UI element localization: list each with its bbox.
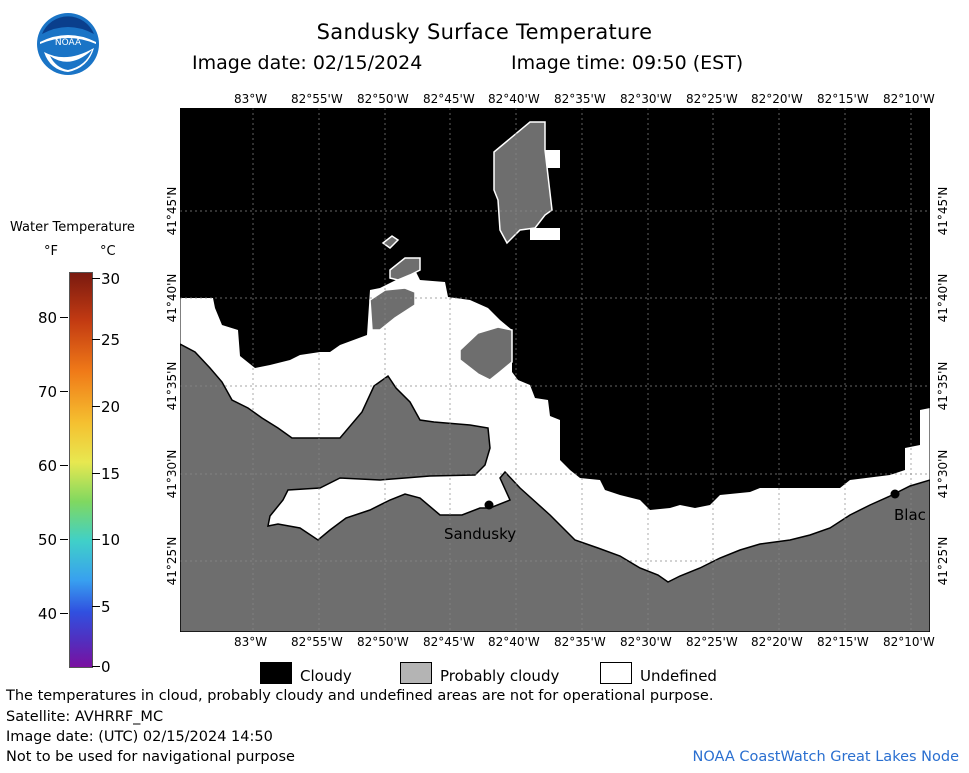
image-time: Image time: 09:50 (EST)	[511, 52, 744, 74]
probably-cloudy-patch	[493, 121, 553, 245]
c-tick: 30	[101, 270, 121, 288]
lon-label-bottom: 82°55'W	[291, 635, 343, 649]
c-tick: 15	[101, 465, 121, 483]
lat-label-left: 41°30'N	[165, 449, 179, 499]
colorbar-unit-c: °C	[100, 244, 116, 259]
footer-utc-date: Image date: (UTC) 02/15/2024 14:50	[6, 729, 273, 745]
c-tick: 25	[101, 331, 121, 349]
probably-cloudy-patch	[459, 326, 513, 381]
colorbar	[69, 272, 93, 668]
f-tick: 80	[38, 309, 58, 327]
footer-nav-warning: Not to be used for navigational purpose	[6, 749, 295, 765]
footer-disclaimer: The temperatures in cloud, probably clou…	[6, 688, 714, 704]
map-panel[interactable]: Sandusky Blac	[180, 108, 930, 632]
footer-satellite: Satellite: AVHRRF_MC	[6, 709, 164, 725]
lon-label-bottom: 82°50'W	[357, 635, 409, 649]
lon-label-bottom: 82°45'W	[423, 635, 475, 649]
lon-label-bottom: 83°W	[234, 635, 268, 649]
lon-label-top: 82°30'W	[620, 92, 672, 106]
colorbar-unit-f: °F	[44, 244, 58, 259]
image-date: Image date: 02/15/2024	[192, 52, 423, 74]
f-tick: 60	[38, 457, 58, 475]
lon-label-top: 82°25'W	[686, 92, 738, 106]
lon-label-top: 82°35'W	[554, 92, 606, 106]
probably-cloudy-patch	[389, 257, 421, 281]
land-area	[180, 343, 930, 632]
c-tick: 20	[101, 398, 121, 416]
lon-label-bottom: 82°35'W	[554, 635, 606, 649]
probably-cloudy-patch	[381, 235, 400, 249]
cloudy-area	[180, 108, 930, 510]
lat-label-right: 41°35'N	[936, 361, 950, 411]
f-tick: 50	[38, 531, 58, 549]
probably-cloudy-patch	[369, 287, 416, 331]
lat-label-left: 41°35'N	[165, 361, 179, 411]
lon-label-top: 83°W	[234, 92, 268, 106]
legend-label-undefined: Undefined	[640, 667, 717, 685]
legend-label-probably-cloudy: Probably cloudy	[440, 667, 560, 685]
f-tick: 40	[38, 605, 58, 623]
lat-label-left: 41°25'N	[165, 536, 179, 586]
lon-label-top: 82°20'W	[751, 92, 803, 106]
city-marker	[890, 489, 900, 499]
lat-label-right: 41°40'N	[936, 273, 950, 323]
c-tick: 10	[101, 531, 121, 549]
map-title: Sandusky Surface Temperature	[316, 20, 653, 44]
noaa-logo: NOAA	[36, 12, 100, 76]
lat-label-right: 41°30'N	[936, 449, 950, 499]
lat-label-right: 41°25'N	[936, 536, 950, 586]
lon-label-bottom: 82°25'W	[686, 635, 738, 649]
lon-label-top: 82°50'W	[357, 92, 409, 106]
logo-text: NOAA	[55, 38, 82, 48]
lon-label-top: 82°15'W	[817, 92, 869, 106]
lon-label-bottom: 82°10'W	[883, 635, 935, 649]
city-label-blac: Blac	[894, 506, 926, 524]
lat-label-right: 41°45'N	[936, 186, 950, 236]
legend-swatch-undefined	[600, 662, 632, 684]
legend-label-cloudy: Cloudy	[300, 667, 352, 685]
city-label-sandusky: Sandusky	[444, 525, 517, 543]
lon-label-bottom: 82°30'W	[620, 635, 672, 649]
lon-label-bottom: 82°15'W	[817, 635, 869, 649]
city-marker	[484, 500, 494, 510]
lon-label-bottom: 82°40'W	[488, 635, 540, 649]
lon-label-bottom: 82°20'W	[751, 635, 803, 649]
lon-label-top: 82°55'W	[291, 92, 343, 106]
lon-label-top: 82°10'W	[883, 92, 935, 106]
lon-label-top: 82°40'W	[488, 92, 540, 106]
lon-label-top: 82°45'W	[423, 92, 475, 106]
lat-label-left: 41°45'N	[165, 186, 179, 236]
lat-label-left: 41°40'N	[165, 273, 179, 323]
legend-swatch-cloudy	[260, 662, 292, 684]
f-tick: 70	[38, 383, 58, 401]
c-tick: 0	[101, 658, 111, 676]
footer-credit: NOAA CoastWatch Great Lakes Node	[692, 749, 959, 765]
legend-swatch-probably-cloudy	[400, 662, 432, 684]
c-tick: 5	[101, 598, 111, 616]
colorbar-title: Water Temperature	[10, 220, 135, 235]
graticule	[180, 108, 930, 632]
